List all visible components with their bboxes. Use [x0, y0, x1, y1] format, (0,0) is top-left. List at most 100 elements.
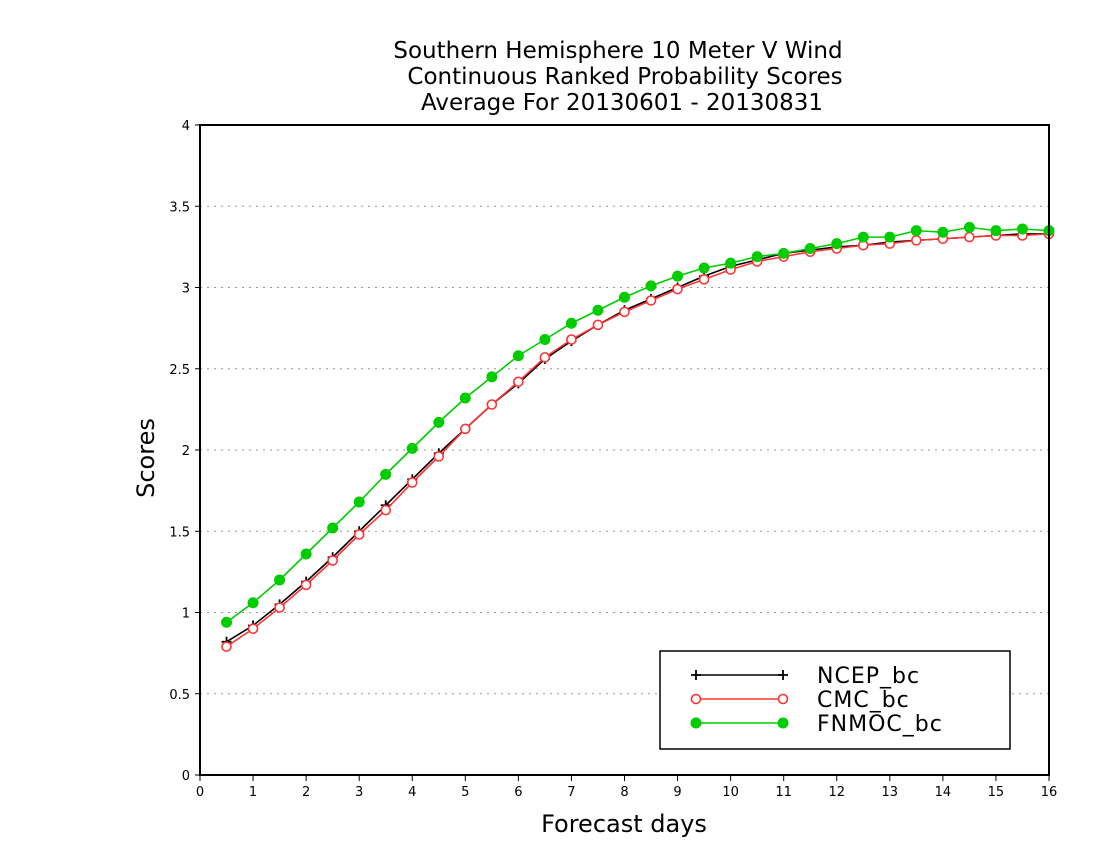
legend-item: CMC_bc: [690, 688, 910, 713]
y-tick-label: 0.5: [169, 688, 190, 703]
chart-title-line-1: Southern Hemisphere 10 Meter V Wind: [393, 38, 842, 64]
y-tick-label: 1.5: [169, 525, 190, 540]
chart-title-line-2: Continuous Ranked Probability Scores: [407, 64, 842, 90]
data-point: [247, 623, 259, 635]
data-point: [698, 274, 710, 285]
x-tick-label: 9: [673, 785, 681, 800]
data-point: [592, 304, 604, 316]
x-tick-label: 11: [775, 785, 792, 800]
y-tick-label: 1: [182, 607, 190, 622]
x-tick-label: 7: [567, 785, 575, 800]
data-point: [725, 257, 737, 269]
legend-label: CMC_bc: [817, 688, 910, 713]
x-tick-label: 16: [1041, 785, 1058, 800]
data-point: [486, 399, 498, 410]
data-point: [804, 243, 816, 254]
series-fnmoc-bc: [221, 221, 1055, 628]
data-point: [672, 270, 684, 282]
x-tick-label: 3: [355, 785, 363, 800]
series-line: [226, 233, 1049, 643]
data-point: [566, 334, 577, 345]
x-tick-label: 14: [935, 785, 952, 800]
data-point: [964, 231, 975, 243]
data-point: [539, 352, 551, 363]
data-point: [645, 280, 657, 292]
x-tick-label: 6: [514, 785, 522, 800]
data-point: [327, 555, 338, 566]
data-point: [884, 231, 896, 243]
legend-label: NCEP_bc: [817, 664, 920, 689]
data-point: [380, 468, 392, 480]
data-point: [353, 496, 365, 508]
data-point: [513, 376, 524, 388]
data-point: [619, 291, 630, 303]
series-group: [221, 221, 1055, 652]
x-tick-label: 13: [882, 785, 899, 800]
y-tick-label: 2.5: [169, 363, 190, 378]
plot-frame: [199, 124, 1050, 776]
x-tick-label: 4: [408, 785, 416, 800]
data-point: [751, 251, 763, 263]
data-point: [459, 392, 471, 404]
series-cmc-bc: [221, 228, 1055, 652]
data-point: [777, 717, 789, 729]
data-point: [460, 423, 471, 435]
legend-label: FNMOC_bc: [817, 712, 943, 737]
data-point: [565, 317, 577, 329]
legend-item: FNMOC_bc: [690, 712, 943, 737]
data-point: [353, 529, 365, 540]
data-point: [690, 717, 702, 729]
x-tick-label: 8: [620, 785, 628, 800]
data-point: [539, 334, 551, 345]
data-point: [698, 262, 710, 274]
x-axis-label: Forecast days: [541, 810, 707, 838]
y-tick-label: 2: [182, 444, 190, 459]
data-point: [406, 477, 418, 488]
legend-item: NCEP_bc: [691, 664, 920, 689]
x-tick-label: 0: [196, 785, 204, 800]
data-point: [777, 693, 789, 705]
x-axis-ticks: 0 1 2 3 4 5 6 7 8 9 10 11 12 13 14 15 16: [196, 775, 1057, 800]
x-tick-label: 15: [988, 785, 1005, 800]
data-point: [691, 670, 701, 680]
data-point: [831, 238, 843, 250]
data-point: [433, 416, 445, 428]
data-point: [300, 579, 312, 591]
data-point: [857, 231, 869, 243]
series-line: [226, 233, 1050, 648]
data-point: [247, 597, 259, 609]
data-point: [327, 522, 339, 534]
y-tick-label: 3.5: [169, 200, 190, 215]
data-point: [619, 306, 630, 318]
x-tick-label: 1: [249, 785, 257, 800]
data-point: [274, 574, 286, 586]
data-point: [672, 283, 683, 295]
data-point: [690, 693, 702, 705]
grid-lines: [200, 205, 1049, 695]
data-point: [645, 295, 657, 306]
data-point: [910, 225, 922, 237]
data-point: [990, 225, 1002, 237]
y-tick-label: 3: [182, 282, 190, 297]
x-tick-label: 2: [302, 785, 310, 800]
y-tick-label: 0: [182, 769, 190, 784]
data-point: [433, 451, 445, 462]
y-axis-label: Scores: [132, 418, 160, 498]
data-point: [486, 371, 498, 383]
series-line: [226, 226, 1050, 623]
data-point: [1016, 223, 1028, 235]
data-point: [937, 226, 949, 238]
data-point: [406, 442, 418, 454]
data-point: [221, 641, 232, 652]
data-point: [963, 221, 975, 233]
data-point: [380, 504, 392, 516]
x-tick-label: 12: [828, 785, 845, 800]
data-point: [221, 616, 233, 628]
data-point: [274, 602, 285, 613]
data-point: [592, 319, 604, 331]
data-point: [911, 235, 922, 246]
legend-box: [659, 650, 1011, 750]
chart-title-line-3: Average For 20130601 - 20130831: [421, 90, 823, 116]
